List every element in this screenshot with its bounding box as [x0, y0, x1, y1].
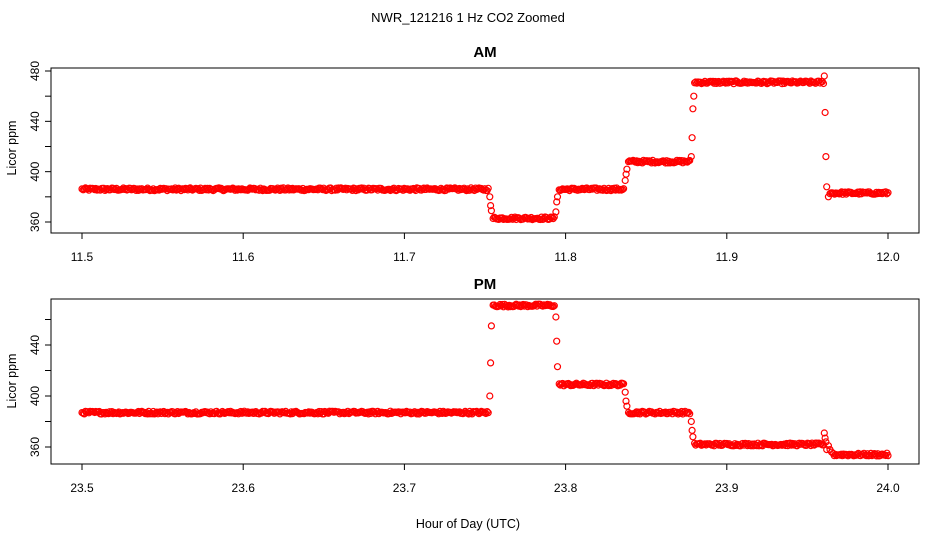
pm-data-point — [686, 410, 694, 418]
pm-y-tick-label: 400 — [28, 386, 42, 406]
am-data-point — [203, 184, 211, 192]
pm-segment-3 — [624, 407, 694, 418]
pm-x-tick-label: 23.5 — [70, 481, 94, 495]
pm-transition-point — [487, 359, 495, 367]
pm-transition-point — [486, 392, 494, 400]
pm-y-tick-label: 360 — [28, 437, 42, 457]
pm-segment-0 — [78, 407, 492, 418]
pm-axes: 23.5 23.6 23.7 23.8 23.9 24.0 360 400 440 — [28, 319, 900, 495]
pm-x-tick-label: 23.7 — [393, 481, 417, 495]
pm-x-tick-label: 23.6 — [232, 481, 256, 495]
am-transition-point — [487, 207, 495, 215]
am-transition-point — [824, 193, 833, 201]
am-y-tick-label: 480 — [28, 61, 42, 81]
am-transition-point — [623, 165, 631, 173]
pm-segment-1 — [489, 300, 558, 311]
am-data-point — [484, 184, 492, 192]
pm-y-axis-label: Licor ppm — [5, 354, 19, 409]
am-transition-point — [552, 208, 560, 216]
am-data-point — [884, 189, 892, 197]
pm-transition-point — [688, 426, 696, 434]
am-y-axis-label: Licor ppm — [5, 121, 19, 176]
pm-transition-point — [820, 429, 828, 437]
pm-transition-point — [821, 434, 829, 442]
pm-data-point — [684, 408, 693, 416]
am-y-tick-label: 440 — [28, 111, 42, 131]
pm-panel: PM Licor ppm 23.5 23.6 23.7 23.8 23.9 24.0 360… — [5, 276, 920, 495]
pm-panel-title: PM — [474, 276, 497, 293]
am-segment-0 — [78, 184, 492, 195]
pm-transition-point — [623, 402, 631, 410]
am-data-point — [619, 185, 628, 193]
am-x-tick-label: 11.9 — [716, 250, 739, 264]
pm-data-point — [550, 302, 558, 310]
am-x-tick-label: 11.6 — [232, 250, 255, 264]
am-transition-point — [688, 134, 696, 142]
am-transition-point — [553, 198, 561, 206]
am-transition-point — [822, 153, 830, 161]
pm-transition-point — [552, 313, 560, 321]
pm-data-point — [549, 302, 557, 311]
am-y-tick-label: 400 — [28, 161, 42, 181]
pm-transition-point — [687, 417, 695, 426]
pm-transition-point — [553, 363, 562, 371]
am-transition-point — [487, 202, 495, 210]
am-panel-title: AM — [473, 44, 496, 61]
pm-data-point — [884, 452, 892, 460]
am-axes: 11.5 11.6 11.7 11.8 11.9 12.0 360 400 440 480 — [28, 61, 900, 264]
pm-transition-point — [824, 442, 833, 450]
am-plot-frame — [50, 67, 920, 234]
am-segment-3 — [624, 156, 694, 167]
am-data-points — [78, 72, 892, 224]
am-transition-point — [687, 153, 695, 161]
x-axis-label: Hour of Day (UTC) — [416, 517, 520, 531]
am-segment-4 — [690, 77, 828, 88]
pm-transition-point — [827, 448, 836, 456]
am-segment-2 — [555, 184, 628, 195]
pm-transition-point — [622, 397, 630, 405]
pm-data-point — [484, 409, 492, 417]
am-data-point — [618, 186, 627, 194]
am-data-point — [883, 190, 891, 198]
pm-segment-5 — [829, 449, 892, 460]
pm-data-point — [234, 410, 243, 418]
am-data-point — [819, 79, 828, 88]
pm-plot-frame — [50, 298, 920, 465]
am-transition-point — [621, 176, 629, 185]
am-segment-5 — [826, 188, 892, 198]
pm-data-point — [619, 380, 628, 388]
am-x-tick-label: 11.8 — [554, 250, 577, 264]
figure-title: NWR_121216 1 Hz CO2 Zoomed — [371, 10, 565, 25]
am-panel: AM Licor ppm 11.5 11.6 11.7 11.8 11.9 12.0 360… — [5, 44, 920, 264]
am-data-point — [686, 156, 694, 165]
pm-transition-point — [553, 337, 561, 345]
pm-data-points — [78, 300, 892, 460]
pm-transition-point — [621, 388, 629, 396]
pm-y-tick-label: 440 — [28, 335, 42, 355]
am-data-point — [673, 156, 681, 164]
am-transition-point — [821, 108, 829, 117]
am-x-tick-label: 12.0 — [876, 250, 900, 264]
am-transition-point — [820, 72, 828, 80]
am-transition-point — [553, 193, 562, 201]
am-transition-point — [823, 183, 831, 191]
am-y-tick-label: 360 — [28, 212, 42, 232]
am-transition-point — [486, 193, 494, 201]
am-transition-point — [689, 105, 697, 113]
pm-transition-point — [487, 322, 495, 330]
am-segment-1 — [489, 213, 558, 224]
pm-x-tick-label: 24.0 — [876, 481, 900, 495]
pm-segment-4 — [690, 439, 828, 450]
am-transition-point — [622, 170, 630, 178]
pm-data-point — [276, 410, 284, 418]
am-x-tick-label: 11.5 — [71, 250, 94, 264]
pm-transition-point — [689, 433, 697, 441]
pm-segment-2 — [555, 379, 628, 390]
am-transition-point — [690, 92, 698, 100]
pm-x-tick-label: 23.8 — [554, 481, 578, 495]
am-x-tick-label: 11.7 — [393, 250, 416, 264]
pm-x-tick-label: 23.9 — [715, 481, 739, 495]
pm-data-point — [483, 408, 491, 416]
